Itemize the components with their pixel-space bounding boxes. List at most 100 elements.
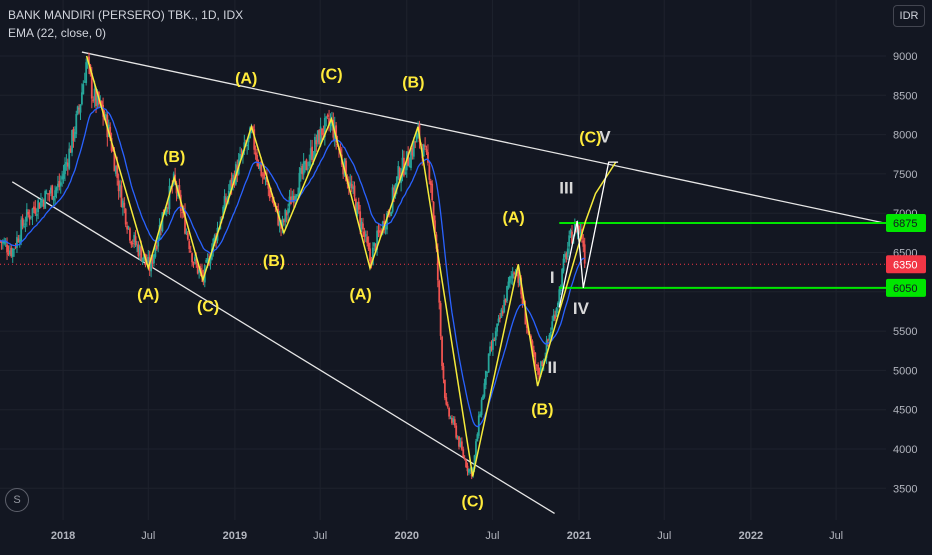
candle-body bbox=[314, 136, 316, 157]
candle-body bbox=[267, 183, 270, 189]
candle-body bbox=[23, 225, 25, 228]
candle-body bbox=[367, 243, 370, 250]
candle-body bbox=[150, 257, 153, 272]
candle-body bbox=[13, 248, 16, 250]
candle-body bbox=[376, 230, 378, 250]
time-tick-label: Jul bbox=[657, 530, 671, 542]
candle-body bbox=[411, 147, 414, 156]
candle-body bbox=[360, 221, 363, 230]
candle-body bbox=[304, 161, 306, 165]
candle-body bbox=[432, 201, 435, 221]
candle-body bbox=[442, 365, 445, 379]
candle-body bbox=[42, 200, 45, 207]
candle-body bbox=[541, 361, 544, 366]
candle-body bbox=[566, 248, 569, 258]
candle-body bbox=[95, 88, 97, 106]
price-tick-label: 5000 bbox=[893, 365, 917, 377]
candle-body bbox=[434, 220, 436, 233]
wave-paths bbox=[85, 55, 619, 477]
candle-body bbox=[318, 130, 321, 145]
candle-body bbox=[537, 364, 539, 375]
price-tick-label: 8000 bbox=[893, 130, 917, 142]
candle-body bbox=[487, 353, 490, 373]
candle-body bbox=[583, 244, 586, 264]
candle-body bbox=[564, 254, 566, 258]
candle-body bbox=[414, 141, 417, 143]
candle-body bbox=[555, 308, 558, 317]
candle-body bbox=[282, 220, 285, 223]
candle-body bbox=[357, 201, 360, 210]
candle-body bbox=[453, 419, 456, 426]
candle-body bbox=[45, 192, 48, 194]
price-axis-bg bbox=[886, 0, 932, 550]
time-tick-label: 2021 bbox=[567, 530, 591, 542]
candle-body bbox=[377, 230, 380, 233]
candle-body bbox=[373, 242, 376, 247]
candle-body bbox=[205, 259, 208, 263]
trendlines bbox=[11, 51, 887, 515]
time-tick-label: 2022 bbox=[739, 530, 763, 542]
candle-body bbox=[17, 238, 20, 243]
horizontal-levels bbox=[0, 222, 886, 289]
price-tick-label: 8500 bbox=[893, 90, 917, 102]
candle-body bbox=[441, 336, 443, 367]
candle-body bbox=[511, 273, 514, 279]
candle-body bbox=[25, 209, 28, 222]
logo-badge[interactable]: S bbox=[5, 488, 29, 512]
candle-body bbox=[268, 189, 271, 199]
candle-body bbox=[229, 180, 232, 190]
candle-body bbox=[316, 130, 319, 143]
candle-body bbox=[222, 207, 225, 218]
candle-body bbox=[451, 417, 453, 424]
candle-body bbox=[326, 114, 329, 117]
candle-body bbox=[484, 370, 487, 385]
candle-body bbox=[323, 118, 326, 138]
candle-body bbox=[113, 151, 116, 172]
candle-body bbox=[573, 223, 576, 235]
candle-body bbox=[530, 336, 532, 344]
candle-body bbox=[151, 256, 154, 264]
candle-body bbox=[427, 152, 429, 163]
candle-body bbox=[258, 163, 261, 169]
candle-body bbox=[209, 259, 212, 264]
candle-body bbox=[54, 190, 56, 197]
candle-body bbox=[93, 88, 96, 101]
time-tick-label: 2020 bbox=[395, 530, 419, 542]
candle-body bbox=[201, 270, 203, 277]
candle-body bbox=[493, 340, 496, 342]
candle-body bbox=[355, 198, 357, 214]
candle-body bbox=[100, 101, 103, 108]
candle-body bbox=[72, 129, 75, 141]
candle-body bbox=[138, 246, 141, 255]
candle-body bbox=[52, 196, 55, 201]
candle-body bbox=[379, 230, 381, 232]
candle-body bbox=[548, 334, 551, 340]
candle-body bbox=[129, 228, 131, 241]
candle-body bbox=[410, 150, 412, 168]
candle-body bbox=[448, 408, 451, 417]
candle-body bbox=[8, 250, 11, 255]
candle-body bbox=[294, 195, 297, 200]
candle-body bbox=[466, 465, 469, 472]
candle-body bbox=[431, 183, 434, 201]
candle-body bbox=[299, 168, 302, 174]
symbol-title[interactable]: BANK MANDIRI (PERSERO) TBK., 1D, IDX bbox=[8, 8, 244, 22]
wave-label: (C) bbox=[320, 67, 342, 84]
currency-button[interactable]: IDR bbox=[893, 5, 925, 27]
candle-body bbox=[34, 207, 37, 214]
candle-body bbox=[49, 187, 52, 194]
wave-label: (B) bbox=[163, 149, 185, 166]
candle-body bbox=[535, 364, 538, 366]
candle-body bbox=[446, 404, 449, 407]
candle-body bbox=[362, 223, 364, 230]
candle-body bbox=[456, 437, 459, 439]
candle-body bbox=[436, 249, 439, 281]
candle-body bbox=[366, 236, 369, 244]
candle-body bbox=[582, 240, 585, 247]
indicator-legend[interactable]: EMA (22, close, 0) bbox=[8, 26, 107, 40]
candle-body bbox=[531, 341, 534, 352]
candle-body bbox=[490, 346, 493, 349]
candle-body bbox=[137, 244, 140, 256]
